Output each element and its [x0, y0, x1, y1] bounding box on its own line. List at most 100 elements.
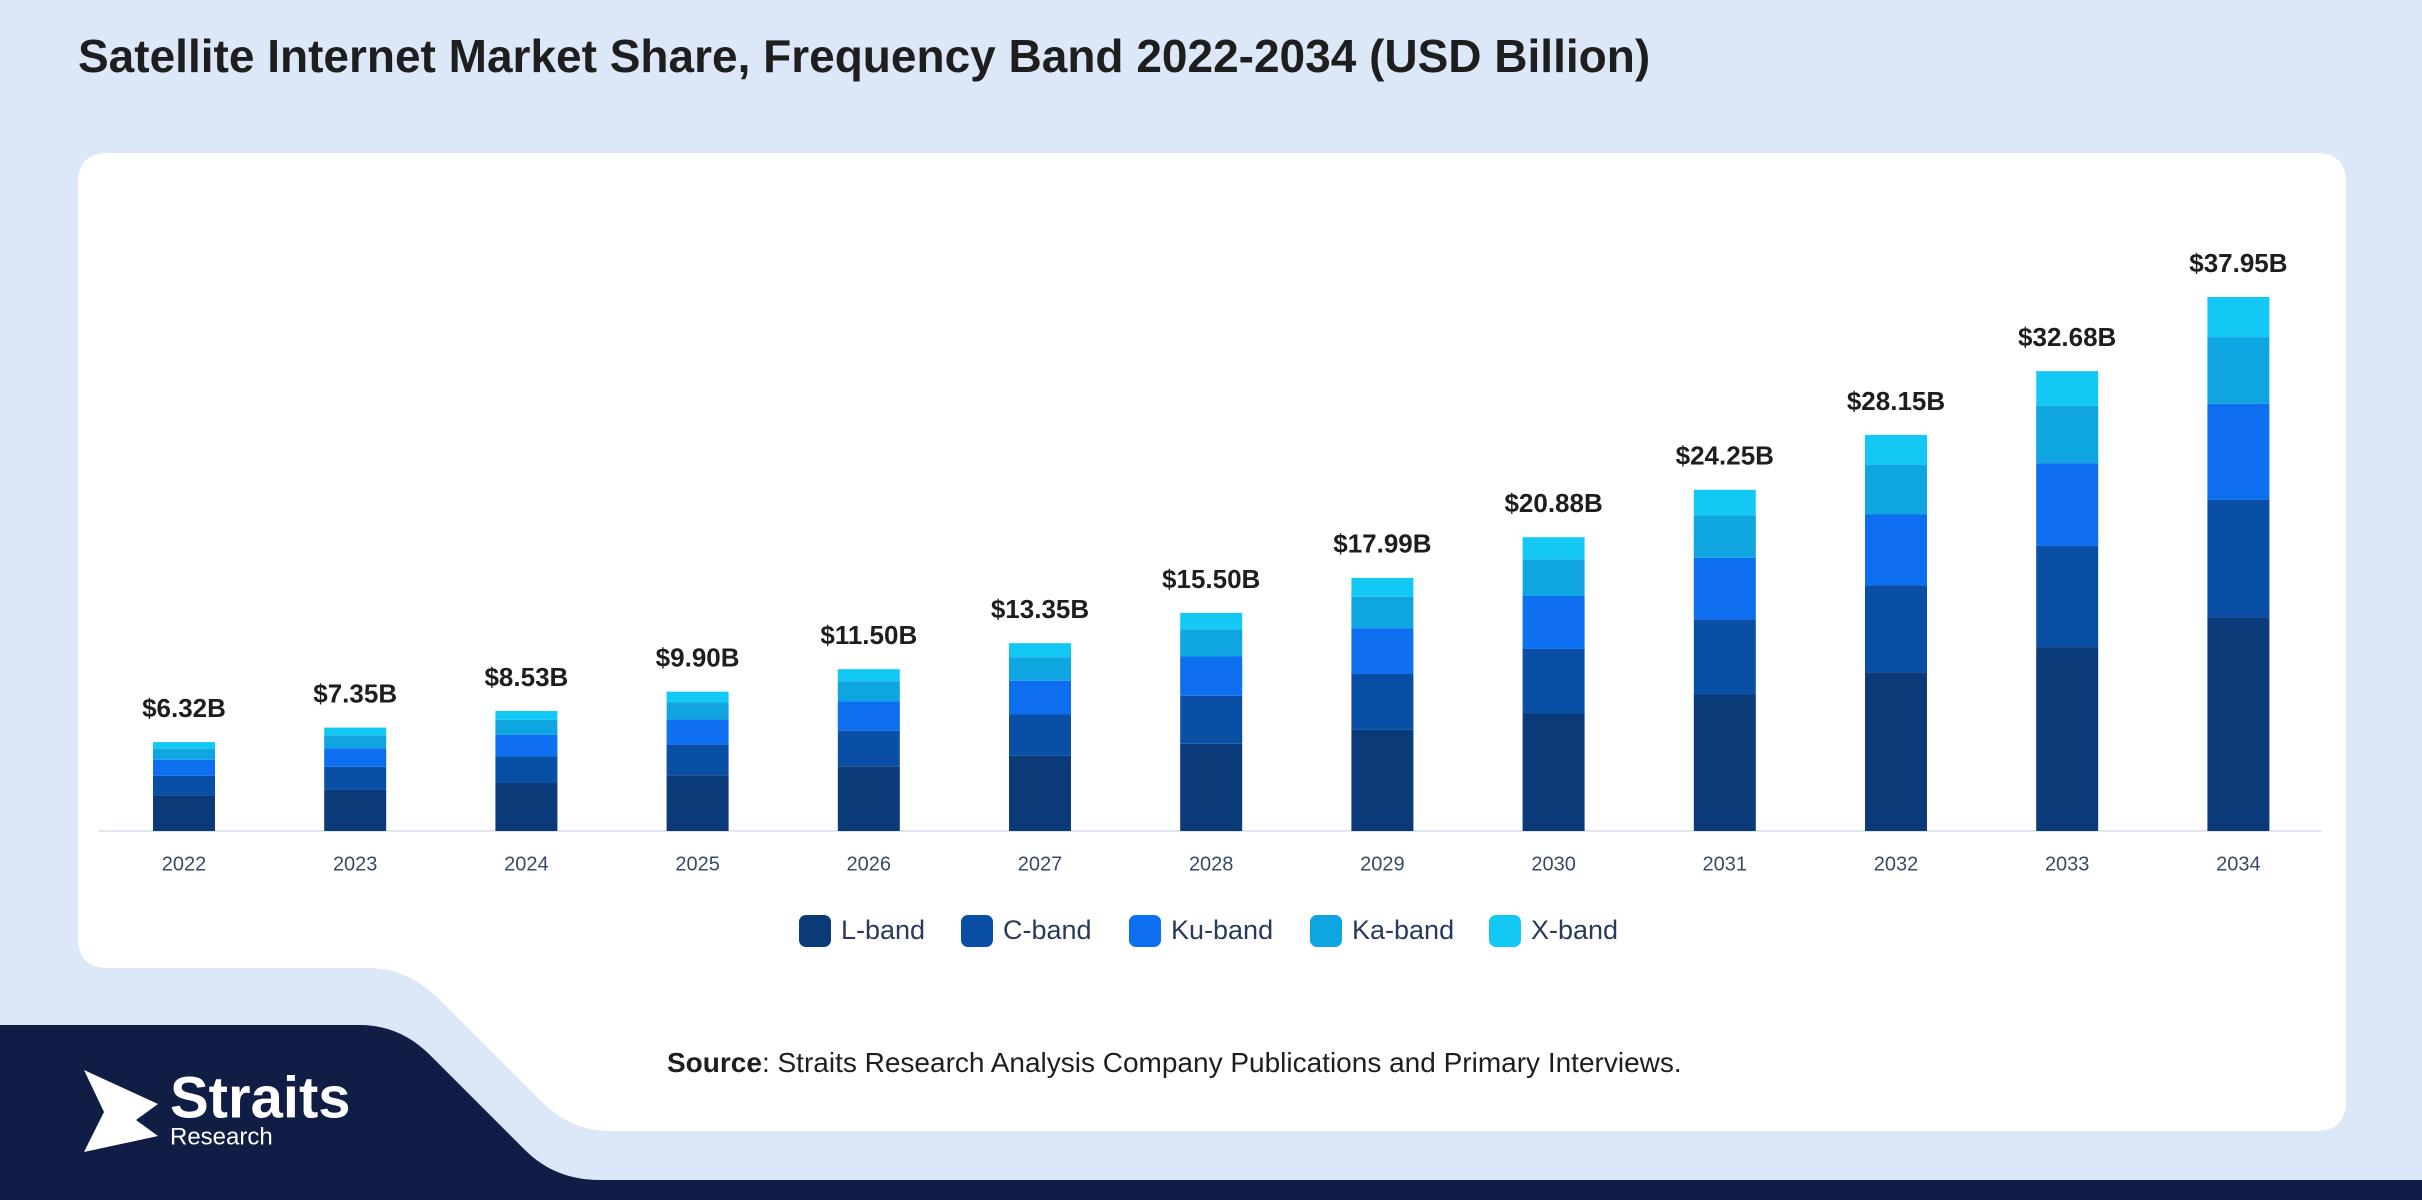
- bar-segment: [495, 756, 558, 784]
- bar-segment: [324, 789, 387, 831]
- total-label: $13.35B: [991, 594, 1089, 624]
- bar-segment: [1865, 514, 1927, 586]
- logo-name: Straits: [170, 1065, 351, 1130]
- bar-segment: [153, 742, 215, 749]
- bar-segment: [1865, 672, 1927, 831]
- bar-segment: [837, 681, 900, 702]
- bar-segment: [153, 759, 215, 776]
- bar-segment: [2207, 403, 2270, 500]
- bar-segment: [324, 766, 387, 790]
- total-label: $8.53B: [484, 662, 568, 692]
- chart-title: Satellite Internet Market Share, Frequen…: [78, 30, 1650, 82]
- bar-segment: [1351, 729, 1414, 831]
- bar-segment: [1865, 585, 1927, 673]
- total-label: $28.15B: [1847, 386, 1945, 416]
- x-tick-label: 2028: [1189, 853, 1234, 875]
- x-tick-label: 2030: [1531, 853, 1576, 875]
- bar-segment: [666, 719, 729, 745]
- bar-segment: [837, 701, 900, 731]
- total-label: $17.99B: [1333, 529, 1431, 559]
- bar-segment: [1009, 680, 1071, 715]
- legend-label: C-band: [1003, 915, 1092, 945]
- total-label: $6.32B: [142, 693, 226, 723]
- bar-segment: [1522, 537, 1585, 560]
- bar-segment: [1522, 559, 1585, 597]
- bar-segment: [666, 744, 729, 776]
- bar-segment: [2207, 297, 2270, 338]
- bar-segment: [666, 691, 729, 703]
- x-tick-label: 2029: [1360, 853, 1405, 875]
- bar-segment: [2036, 405, 2099, 464]
- total-label: $37.95B: [2189, 248, 2287, 278]
- legend-swatch: [1489, 915, 1521, 947]
- logo-icon: [84, 1070, 158, 1152]
- plot: $6.32B 2022 $7.35B 2023 $8.53B 2024 $9.90B 2025…: [99, 248, 2322, 947]
- bar-segment: [1009, 657, 1071, 681]
- legend-label: X-band: [1531, 915, 1618, 945]
- bar-segment: [837, 766, 900, 831]
- legend-swatch: [799, 915, 831, 947]
- bar-segment: [1180, 629, 1243, 657]
- x-tick-label: 2034: [2216, 853, 2261, 875]
- source: Source: Straits Research Analysis Compan…: [667, 1047, 1682, 1078]
- bar-segment: [153, 748, 215, 760]
- bar-segment: [1180, 695, 1243, 744]
- bar-segment: [1351, 596, 1414, 629]
- bar-segment: [1180, 743, 1243, 831]
- bar-segment: [495, 710, 558, 720]
- bar-segment: [1693, 619, 1756, 695]
- bar-segment: [1009, 643, 1071, 658]
- bar-segment: [1351, 628, 1414, 674]
- bar-segment: [153, 775, 215, 796]
- x-tick-label: 2033: [2045, 853, 2090, 875]
- bar-segment: [1351, 673, 1414, 730]
- total-label: $15.50B: [1162, 564, 1260, 594]
- bar-segment: [1693, 557, 1756, 620]
- bar-segment: [2207, 499, 2270, 618]
- source-text: : Straits Research Analysis Company Publ…: [762, 1047, 1682, 1078]
- bar-segment: [837, 730, 900, 767]
- bar-segment: [2036, 371, 2099, 406]
- bar-segment: [1693, 694, 1756, 831]
- x-tick-label: 2022: [162, 853, 207, 875]
- bar-segment: [837, 669, 900, 682]
- bar-segment: [495, 783, 558, 831]
- x-tick-label: 2032: [1874, 853, 1919, 875]
- logo-subtitle: Research: [170, 1123, 273, 1150]
- bar-segment: [1180, 612, 1243, 630]
- total-label: $11.50B: [820, 620, 917, 650]
- legend-swatch: [1310, 915, 1342, 947]
- bar-segment: [1522, 596, 1585, 649]
- source-label: Source: [667, 1047, 762, 1078]
- bar-segment: [2207, 337, 2270, 404]
- legend-label: Ku-band: [1171, 915, 1273, 945]
- bar-segment: [495, 719, 558, 735]
- bar-segment: [1180, 656, 1243, 696]
- bar-segment: [1522, 648, 1585, 714]
- x-tick-label: 2024: [504, 853, 549, 875]
- x-tick-label: 2023: [333, 853, 378, 875]
- bar-segment: [495, 734, 558, 757]
- bar-segment: [1865, 434, 1927, 465]
- total-label: $32.68B: [2018, 322, 2116, 352]
- total-label: $7.35B: [313, 678, 397, 708]
- legend-label: Ka-band: [1352, 915, 1454, 945]
- bar-segment: [1351, 577, 1414, 597]
- x-tick-label: 2026: [847, 853, 892, 875]
- bar-segment: [324, 748, 387, 767]
- x-tick-label: 2027: [1018, 853, 1063, 875]
- bar-segment: [1009, 755, 1071, 831]
- bar-segment: [1693, 515, 1756, 558]
- bar-segment: [1522, 713, 1585, 831]
- bar-segment: [666, 775, 729, 831]
- legend-swatch: [961, 915, 993, 947]
- total-label: $24.25B: [1676, 441, 1774, 471]
- bar-segment: [2207, 617, 2270, 831]
- total-label: $9.90B: [656, 643, 740, 673]
- x-tick-label: 2031: [1703, 853, 1748, 875]
- total-label: $20.88B: [1504, 488, 1602, 518]
- bar-segment: [2036, 647, 2099, 831]
- bar-segment: [1693, 489, 1756, 516]
- legend-swatch: [1129, 915, 1161, 947]
